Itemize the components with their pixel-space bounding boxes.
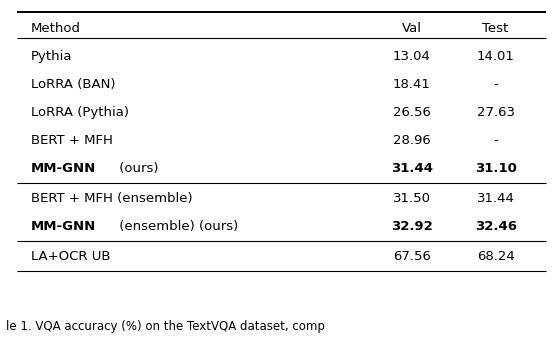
Text: BERT + MFH (ensemble): BERT + MFH (ensemble) [31, 192, 193, 205]
Text: Pythia: Pythia [31, 50, 72, 63]
Text: 32.46: 32.46 [475, 220, 516, 233]
Text: 26.56: 26.56 [393, 106, 431, 119]
Text: -: - [493, 134, 498, 147]
Text: 18.41: 18.41 [393, 78, 431, 91]
Text: 28.96: 28.96 [393, 134, 431, 147]
Text: MM-GNN: MM-GNN [31, 162, 96, 175]
Text: 31.44: 31.44 [390, 162, 432, 175]
Text: 31.44: 31.44 [477, 192, 515, 205]
Text: 31.50: 31.50 [393, 192, 431, 205]
Text: (ensemble) (ours): (ensemble) (ours) [115, 220, 238, 233]
Text: 14.01: 14.01 [477, 50, 515, 63]
Text: Val: Val [402, 22, 422, 35]
Text: LoRRA (Pythia): LoRRA (Pythia) [31, 106, 129, 119]
Text: BERT + MFH: BERT + MFH [31, 134, 113, 147]
Text: 67.56: 67.56 [393, 250, 431, 263]
Text: 31.10: 31.10 [475, 162, 516, 175]
Text: 13.04: 13.04 [393, 50, 431, 63]
Text: -: - [493, 78, 498, 91]
Text: Test: Test [483, 22, 508, 35]
Text: 32.92: 32.92 [391, 220, 432, 233]
Text: MM-GNN: MM-GNN [31, 220, 96, 233]
Text: le 1. VQA accuracy (%) on the TextVQA dataset, comp: le 1. VQA accuracy (%) on the TextVQA da… [6, 320, 324, 333]
Text: (ours): (ours) [115, 162, 158, 175]
Text: LoRRA (BAN): LoRRA (BAN) [31, 78, 115, 91]
Text: 68.24: 68.24 [477, 250, 515, 263]
Text: 27.63: 27.63 [477, 106, 515, 119]
Text: LA+OCR UB: LA+OCR UB [31, 250, 110, 263]
Text: Method: Method [31, 22, 81, 35]
